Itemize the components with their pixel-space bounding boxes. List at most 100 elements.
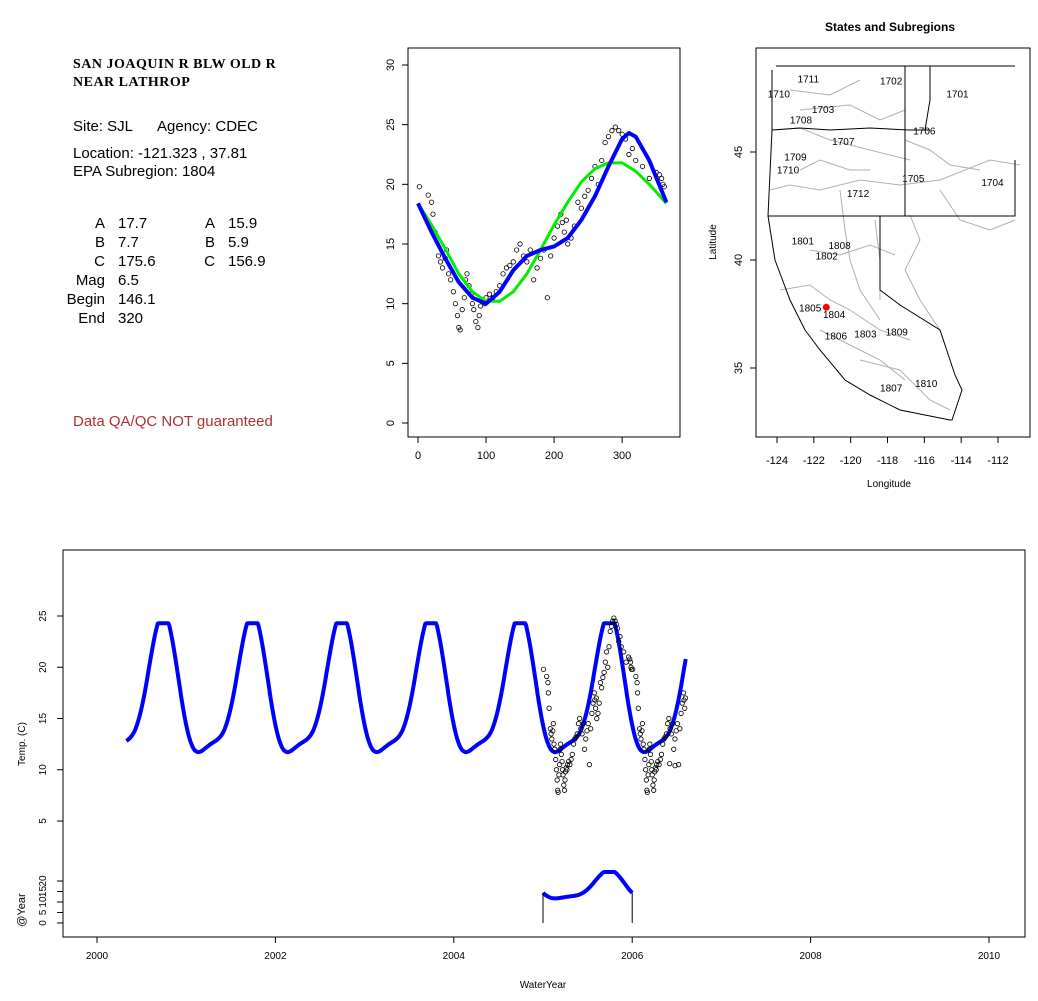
param-value: 17.7	[118, 215, 148, 232]
param-row: C 175.6	[60, 253, 160, 272]
region-boundary	[839, 189, 881, 321]
x-tick-label: 2002	[264, 951, 287, 962]
observation-point	[588, 726, 594, 732]
plot-frame	[407, 47, 681, 438]
observation-point	[578, 726, 584, 732]
plot-frame	[62, 549, 1026, 938]
subregion-map-chart: States and Subregions -124 -122 -120 -118 -11…	[708, 20, 1031, 490]
observation-point	[612, 618, 618, 624]
observation-point	[682, 705, 688, 711]
region-boundary	[939, 189, 1016, 231]
region-label: 1801	[792, 237, 815, 248]
observation-point	[464, 271, 470, 277]
observation-point	[562, 777, 568, 783]
y-axis-label: Latitude	[708, 224, 719, 260]
observation-point	[600, 674, 606, 681]
observation-point	[650, 782, 656, 788]
observation-point	[581, 746, 588, 752]
observation-point	[578, 205, 584, 211]
observation-point	[486, 291, 493, 297]
observation-point	[558, 751, 564, 757]
observation-point	[672, 736, 678, 742]
x-tick-label: 2006	[621, 951, 644, 962]
observation-point	[612, 124, 618, 130]
param-row: C 156.9	[185, 253, 285, 272]
observation-point	[439, 265, 446, 271]
observation-point	[667, 726, 673, 732]
y-tick-label: 45	[733, 146, 745, 158]
observation-point	[630, 666, 636, 672]
observation-point	[575, 721, 582, 727]
observation-point	[656, 762, 662, 768]
param-row: B 7.7	[60, 234, 160, 253]
region-boundary	[799, 159, 870, 171]
observation-point	[676, 762, 682, 768]
observation-point	[452, 301, 459, 307]
observation-point	[550, 721, 556, 727]
observation-point	[601, 669, 607, 675]
x-axis-label: Longitude	[867, 479, 911, 490]
region-label: 1708	[790, 116, 813, 127]
y-axis-label: Temp. (C)	[17, 722, 28, 766]
x-tick-label: 2008	[799, 951, 822, 962]
observation-point	[666, 715, 672, 722]
param-value: 7.7	[118, 234, 139, 251]
observation-point	[606, 644, 612, 650]
observation-point	[640, 741, 646, 747]
observation-point	[610, 618, 616, 624]
observation-point	[551, 741, 557, 747]
observation-point	[461, 295, 467, 301]
param-value: 320	[118, 310, 144, 327]
observation-point	[563, 217, 569, 223]
observation-point	[614, 625, 621, 631]
observation-point	[554, 777, 560, 783]
x-tick-label: 300	[613, 450, 631, 462]
observation-point	[475, 324, 481, 331]
observation-point	[531, 277, 537, 283]
observation-point	[671, 746, 677, 752]
observation-point	[591, 690, 597, 696]
observation-point	[638, 736, 644, 742]
x-tick-label: -120	[840, 455, 862, 467]
region-label: 1804	[823, 310, 846, 321]
observation-point	[544, 673, 550, 680]
lower-y-tick-label: 20	[38, 875, 49, 887]
observation-point	[552, 746, 558, 752]
timeseries-chart: 2000 2002 2004 2006 2008 2010WaterYear5101520…	[16, 549, 1026, 991]
state-boundary	[768, 160, 1016, 217]
observation-point	[430, 211, 436, 217]
observation-point	[550, 728, 556, 734]
observation-point	[617, 633, 623, 640]
param-value: 15.9	[228, 215, 258, 232]
region-label: 1710	[777, 165, 800, 176]
region-boundary	[904, 139, 981, 171]
param-name: C	[204, 253, 215, 270]
region-boundary	[904, 214, 941, 331]
region-label: 1707	[832, 137, 855, 148]
state-boundary	[767, 215, 951, 421]
observation-point	[639, 721, 646, 727]
observation-point	[527, 247, 533, 253]
observation-point	[657, 756, 663, 763]
y-tick-label: 30	[385, 59, 397, 71]
lower-y-tick-label: 0	[38, 920, 49, 926]
lower-y-tick-label: 10	[38, 896, 49, 908]
observation-point	[416, 184, 422, 190]
observation-point	[672, 763, 678, 769]
location-label: Location: -121.323 , 37.81	[73, 145, 248, 162]
observation-point	[627, 656, 633, 662]
observation-point	[555, 787, 561, 793]
param-row: Begin 146.1	[60, 291, 160, 310]
region-label: 1802	[816, 252, 839, 263]
x-tick-label: -124	[766, 455, 788, 467]
param-name: C	[94, 253, 105, 270]
y-tick-label: 15	[385, 238, 397, 250]
observation-point	[609, 128, 615, 134]
observation-point	[568, 756, 574, 763]
observation-point	[575, 199, 581, 205]
observation-point	[514, 247, 520, 253]
observation-point	[580, 721, 586, 727]
observation-point	[635, 705, 641, 711]
observation-point	[646, 175, 652, 181]
